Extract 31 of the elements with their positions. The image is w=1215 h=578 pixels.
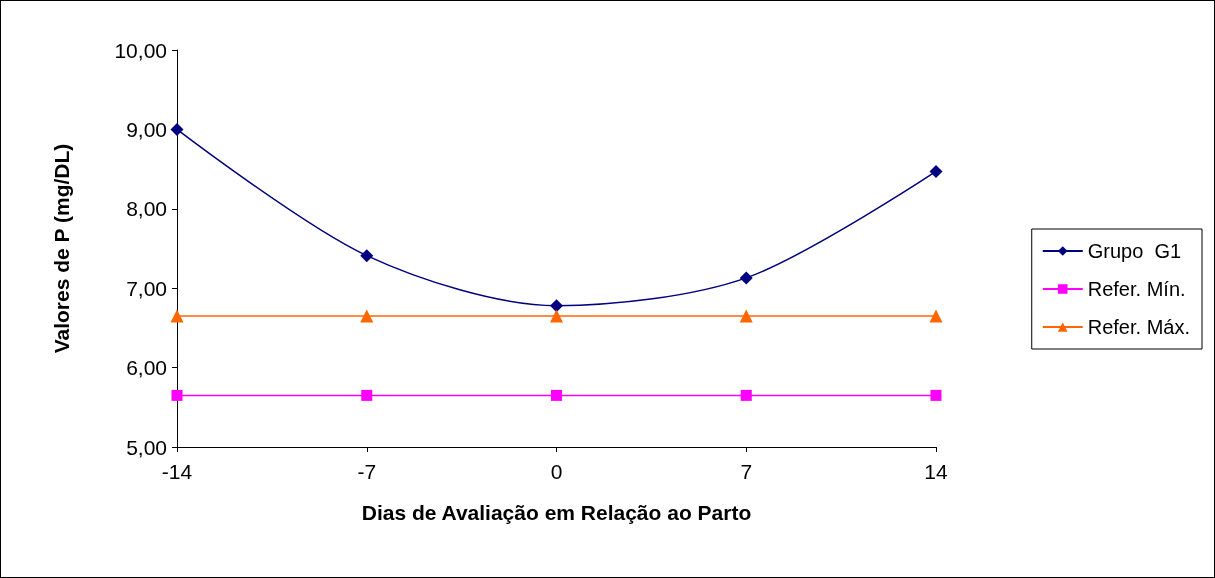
x-tick-label: -14 — [161, 460, 193, 483]
point — [929, 309, 943, 323]
point — [739, 271, 753, 285]
y-tick-label: 6,00 — [126, 356, 167, 380]
point — [360, 309, 374, 323]
y-axis-title: Valores de P (mg/DL) — [50, 143, 73, 354]
y-tick-label: 5,00 — [126, 435, 167, 459]
x-axis-title: Dias de Avaliação em Relação ao Parto — [361, 501, 752, 524]
point — [929, 164, 943, 178]
legend-label: Refer. Mín. — [1087, 278, 1186, 300]
x-tick-label: 0 — [550, 460, 563, 483]
x-tick-label: -7 — [357, 460, 377, 483]
point — [551, 389, 562, 401]
y-tick-label: 8,00 — [126, 197, 167, 221]
point — [171, 389, 183, 401]
y-tick-label: 10,00 — [114, 38, 167, 62]
point — [550, 309, 563, 323]
y-tick-label: 9,00 — [126, 117, 167, 141]
x-tick-label: 7 — [740, 460, 753, 483]
point — [930, 389, 942, 401]
y-tick-label: 7,00 — [126, 276, 167, 300]
point — [170, 309, 184, 323]
legend-label: Grupo G1 — [1087, 240, 1182, 262]
legend-label: Refer. Máx. — [1087, 316, 1191, 338]
point — [170, 122, 184, 136]
point — [739, 309, 753, 323]
point — [740, 389, 752, 401]
point — [360, 249, 374, 263]
point — [550, 299, 563, 313]
x-tick-label: 14 — [924, 460, 948, 483]
point — [361, 389, 373, 401]
